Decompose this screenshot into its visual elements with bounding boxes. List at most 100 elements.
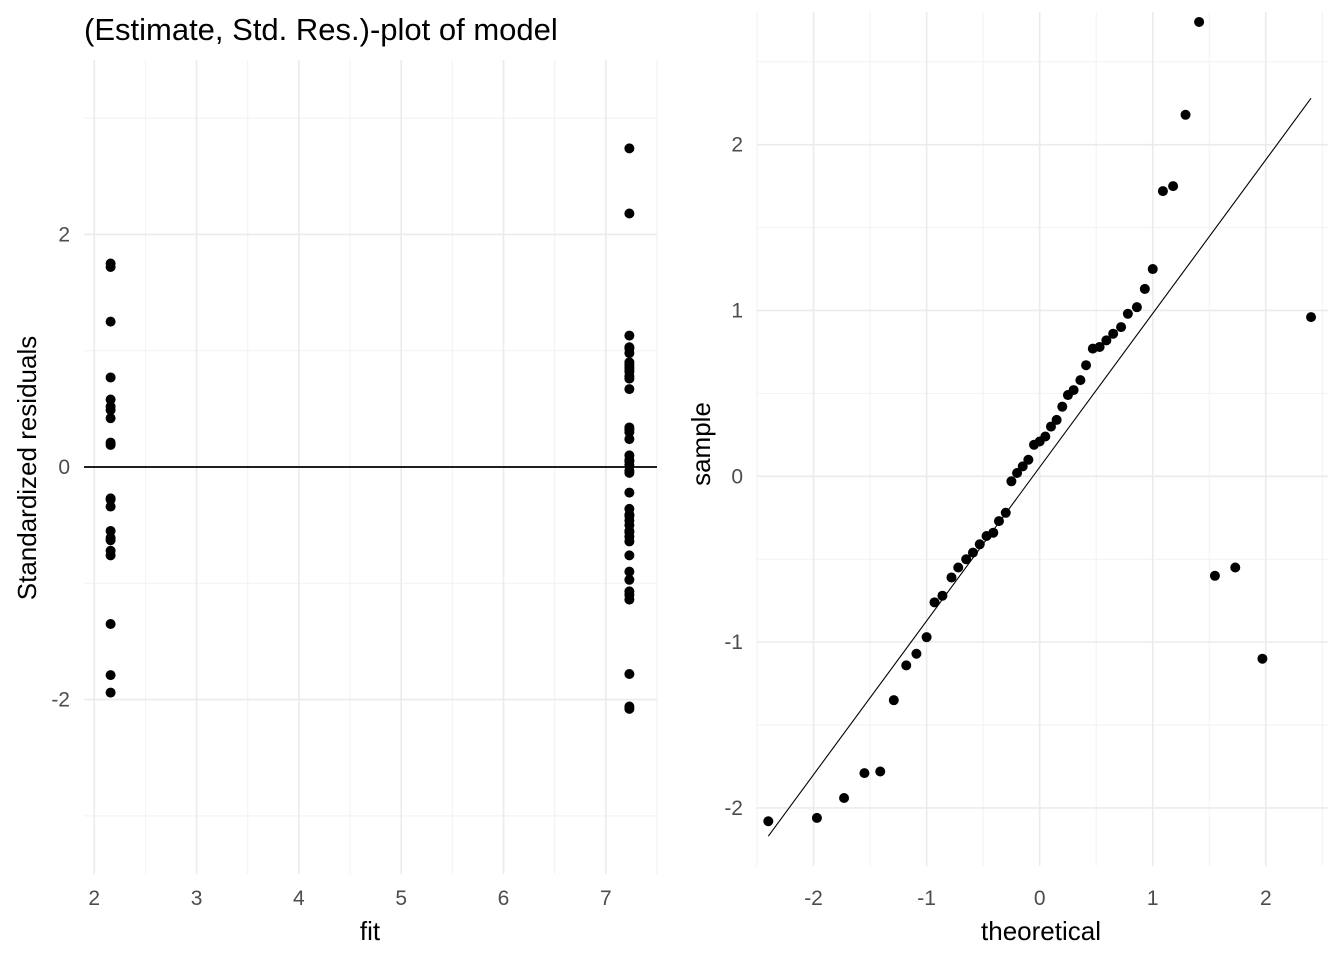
qq-plot-point (859, 768, 870, 779)
residual-plot-point (624, 342, 635, 353)
residual-plot-point (624, 330, 635, 341)
qq-plot-x-tick-label: 2 (1260, 887, 1272, 910)
qq-plot-point (1180, 109, 1191, 120)
residual-plot-point (624, 467, 635, 478)
residual-plot-point (624, 574, 635, 585)
residual-plot-point (624, 536, 635, 547)
qq-plot-point (1168, 181, 1179, 192)
qq-plot-ticks: -2 -1 0 1 2 -2 -1 0 1 2 (724, 134, 1271, 910)
qq-plot-point (1116, 322, 1127, 333)
qq-plot-point (1147, 264, 1158, 275)
residual-plot-y-tick-label: 0 (58, 456, 70, 479)
residual-plot-x-tick-label: 4 (293, 887, 305, 910)
qq-plot-point (937, 590, 948, 601)
qq-plot-point (1094, 341, 1105, 352)
residual-plot-point (105, 687, 116, 698)
residual-plot-point (624, 566, 635, 577)
qq-plot-point (1139, 283, 1150, 294)
qq-plot-point (763, 816, 774, 827)
qq-plot-y-tick-label: -1 (724, 631, 743, 654)
residual-plot-point (624, 703, 635, 714)
residual-plot-point (105, 261, 116, 272)
qq-plot-point (1075, 375, 1086, 386)
qq-plot-point (1257, 653, 1268, 664)
qq-plot-y-tick-label: -2 (724, 797, 743, 820)
residual-plot-points (105, 143, 635, 714)
residual-plot-point (624, 424, 635, 435)
qq-plot-point (1000, 507, 1011, 518)
residual-plot-ticks: 2 3 4 5 6 7 -2 0 2 (51, 223, 611, 910)
qq-plot-reference-line (767, 97, 1312, 837)
qq-plot-point (811, 812, 822, 823)
residual-plot-point (105, 394, 116, 405)
residual-plot-point (624, 668, 635, 679)
residual-plot-point (105, 550, 116, 561)
residual-plot: 2 3 4 5 6 7 -2 0 2 (Estimate, Std. Res.)-plot of… (12, 12, 658, 946)
qq-plot-y-tick-label: 2 (731, 134, 743, 157)
residual-plot-point (624, 434, 635, 445)
qq-plot-point (1108, 328, 1119, 339)
qq-plot-point (1101, 335, 1112, 346)
qq-plot-points (763, 16, 1317, 827)
residual-plot-point (624, 550, 635, 561)
qq-plot-y-axis-title: sample (686, 402, 716, 486)
qq-plot-x-tick-label: 1 (1147, 887, 1159, 910)
residual-plot-point (624, 456, 635, 467)
qq-plot-point (1017, 461, 1028, 472)
residual-plot-point (105, 405, 116, 416)
residual-plot-x-tick-label: 6 (498, 887, 510, 910)
qq-plot-point (929, 597, 940, 608)
qq-plot-point (1057, 401, 1068, 412)
qq-plot-point (901, 660, 912, 671)
qq-plot-point (1230, 562, 1241, 573)
qq-plot-point (1006, 476, 1017, 487)
qq-plot-point (993, 516, 1004, 527)
residual-plot-x-tick-label: 5 (395, 887, 407, 910)
residual-plot-point (105, 525, 116, 536)
qq-plot-point (1194, 16, 1205, 27)
qq-plot-point (1045, 421, 1056, 432)
qq-plot-point (988, 527, 999, 538)
residual-plot-y-axis-title: Standardized residuals (12, 336, 42, 601)
residual-plot-point (105, 501, 116, 512)
residual-plot-point (624, 487, 635, 498)
qq-plot-x-axis-title: theoretical (981, 916, 1101, 946)
qq-plot-point (1131, 302, 1142, 313)
qq-plot-y-tick-label: 0 (731, 465, 743, 488)
residual-plot-point (105, 316, 116, 327)
residual-plot-x-tick-label: 7 (600, 887, 612, 910)
qq-plot-point (1157, 186, 1168, 197)
qq-plot-point (953, 562, 964, 573)
qq-plot-x-tick-label: -2 (804, 887, 823, 910)
residual-plot-x-tick-label: 3 (191, 887, 203, 910)
qq-plot-point (1209, 570, 1220, 581)
qq-plot-point (1023, 454, 1034, 465)
qq-plot-point (1122, 308, 1133, 319)
qq-plot-point (1068, 385, 1079, 396)
qq-plot-point (967, 547, 978, 558)
qq-plot-point (839, 793, 850, 804)
residual-plot-point (624, 364, 635, 375)
qq-plot: -2 -1 0 1 2 -2 -1 0 1 2 theoretical sample (686, 12, 1328, 946)
residual-plot-point (105, 413, 116, 424)
residual-plot-x-tick-label: 2 (88, 887, 100, 910)
qq-plot-point (961, 554, 972, 565)
qq-plot-point (1081, 360, 1092, 371)
qq-plot-point (911, 648, 922, 659)
qq-plot-x-tick-label: 0 (1034, 887, 1046, 910)
residual-plot-point (624, 527, 635, 538)
residual-plot-point (624, 373, 635, 384)
residual-plot-point (105, 494, 116, 505)
residual-plot-point (624, 143, 635, 154)
residual-plot-point (105, 439, 116, 450)
residual-plot-point (105, 535, 116, 546)
residual-plot-y-tick-label: 2 (58, 223, 70, 246)
residual-plot-point (105, 372, 116, 383)
residual-plot-x-axis-title: fit (360, 916, 381, 946)
qq-plot-point (921, 632, 932, 643)
residual-plot-y-tick-label: -2 (51, 689, 70, 712)
residual-plot-point (105, 618, 116, 629)
qq-plot-point (875, 766, 886, 777)
qq-plot-point (974, 539, 985, 550)
